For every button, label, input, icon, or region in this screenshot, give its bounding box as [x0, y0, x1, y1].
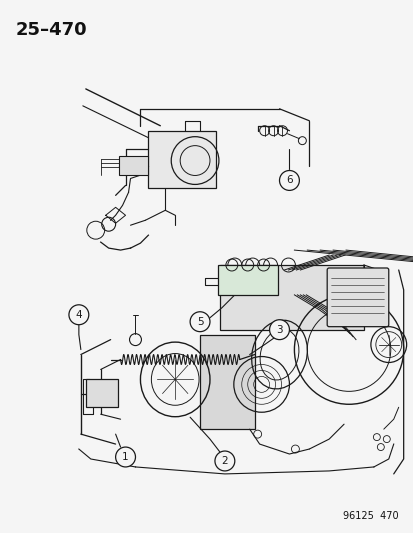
Text: 25–470: 25–470: [15, 21, 87, 39]
Circle shape: [269, 320, 289, 340]
Text: 6: 6: [285, 175, 292, 185]
Text: 96125  470: 96125 470: [342, 511, 398, 521]
Bar: [118, 156, 148, 175]
Text: 4: 4: [75, 310, 82, 320]
Bar: [219, 265, 363, 330]
Bar: [217, 265, 277, 295]
Circle shape: [279, 171, 299, 190]
Text: 1: 1: [122, 452, 128, 462]
Bar: [199, 335, 254, 429]
Circle shape: [69, 305, 88, 325]
Bar: [85, 379, 117, 407]
FancyBboxPatch shape: [326, 268, 388, 327]
Circle shape: [115, 447, 135, 467]
Bar: [148, 131, 216, 188]
Circle shape: [190, 312, 209, 332]
Text: 5: 5: [196, 317, 203, 327]
Text: 3: 3: [275, 325, 282, 335]
Text: 2: 2: [221, 456, 228, 466]
Circle shape: [214, 451, 234, 471]
